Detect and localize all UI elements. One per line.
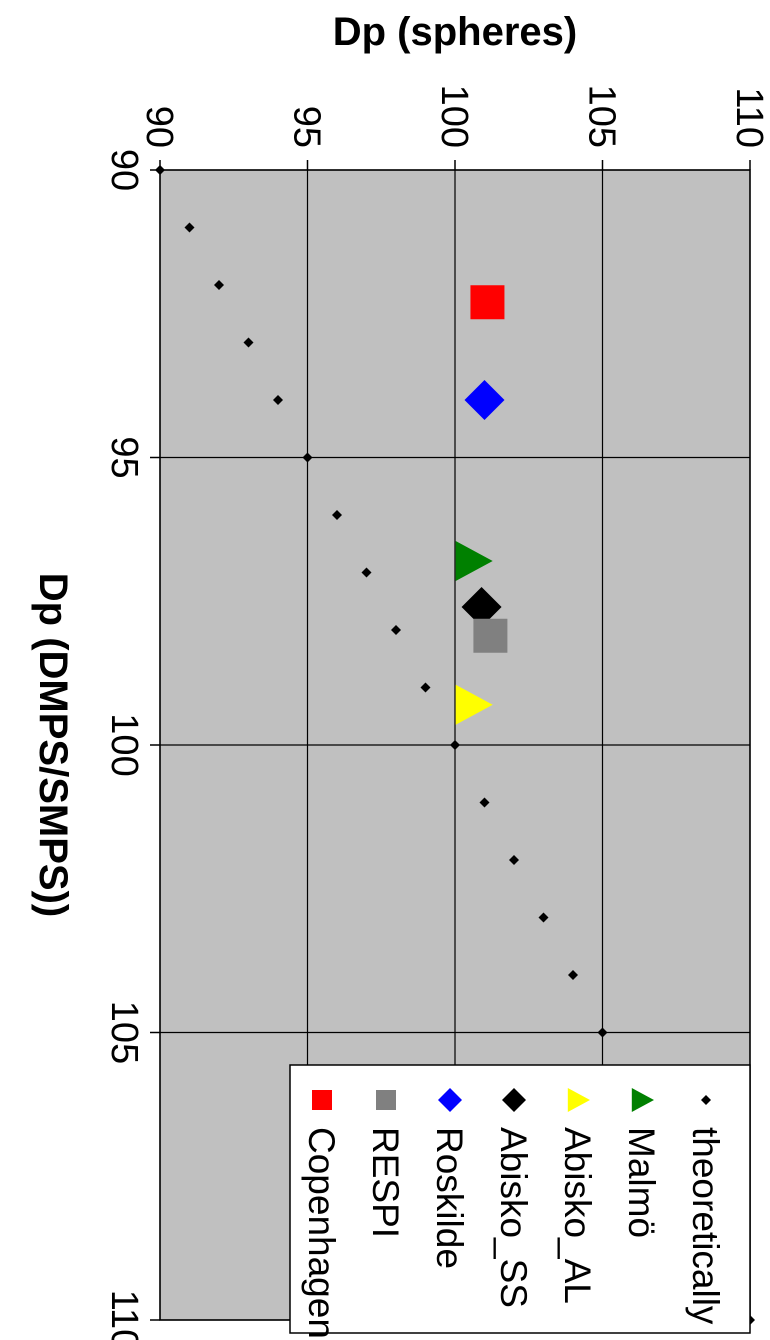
legend-marker <box>502 1088 526 1112</box>
x-tick-label: 95 <box>103 436 145 478</box>
x-tick-label: 110 <box>103 1290 145 1340</box>
data-point-theoretically <box>597 1027 608 1038</box>
y-tick-label: 100 <box>433 85 475 148</box>
x-axis-title: Dp (DMPS/SMPS)) <box>31 573 75 917</box>
data-point-theoretically <box>361 567 372 578</box>
data-point-abisko-ss <box>461 587 502 627</box>
data-point-theoretically <box>509 855 519 865</box>
y-tick-label: 95 <box>286 106 328 148</box>
data-points <box>155 165 755 1325</box>
legend-label: Copenhagen <box>301 1127 342 1339</box>
data-point-copenhagen <box>470 285 505 320</box>
data-point-theoretically <box>243 337 254 348</box>
legend-marker <box>376 1090 396 1110</box>
data-point-theoretically <box>273 395 283 405</box>
data-point-theoretically <box>420 682 431 693</box>
legend-label: Abisko_AL <box>557 1127 598 1304</box>
legend-label: Malmö <box>621 1127 662 1238</box>
data-point-respi <box>473 618 508 653</box>
y-tick-labels: 90 95 100 105 110 <box>138 85 770 148</box>
data-point-theoretically <box>155 165 165 175</box>
y-tick-label: 105 <box>581 85 623 148</box>
data-point-theoretically <box>391 625 401 635</box>
legend-marker <box>312 1090 332 1110</box>
legend-label: theoretically <box>685 1127 726 1325</box>
legend: theoretically Malmö Abisko_AL Abisko_SS Rosk… <box>289 1064 751 1339</box>
x-tick-labels: 90 95 100 105 110 <box>103 149 145 1340</box>
data-point-theoretically <box>568 970 578 980</box>
data-point-theoretically <box>450 740 460 750</box>
legend-marker <box>567 1088 590 1112</box>
legend-marker <box>631 1088 654 1112</box>
y-tick-label: 110 <box>728 87 770 148</box>
data-point-theoretically <box>538 912 549 923</box>
legend-label: Roskilde <box>429 1127 470 1269</box>
y-tick-label: 90 <box>138 106 180 148</box>
data-point-malm- <box>455 541 493 581</box>
legend-box <box>289 1064 751 1334</box>
x-tick-label: 100 <box>103 713 145 776</box>
legend-marker <box>438 1088 462 1112</box>
legend-label: RESPI <box>365 1127 406 1238</box>
data-point-theoretically <box>332 510 342 520</box>
legend-marker <box>701 1095 711 1105</box>
data-point-theoretically <box>184 222 195 233</box>
data-point-theoretically <box>302 452 313 463</box>
legend-label: Abisko_SS <box>493 1127 534 1308</box>
data-point-theoretically <box>214 280 224 290</box>
x-tick-label: 90 <box>103 149 145 191</box>
y-axis-title: Dp (spheres) <box>333 10 578 54</box>
data-point-roskilde <box>464 380 505 420</box>
data-point-theoretically <box>479 797 490 808</box>
x-tick-label: 105 <box>103 1001 145 1064</box>
data-point-abisko-al <box>455 684 493 725</box>
